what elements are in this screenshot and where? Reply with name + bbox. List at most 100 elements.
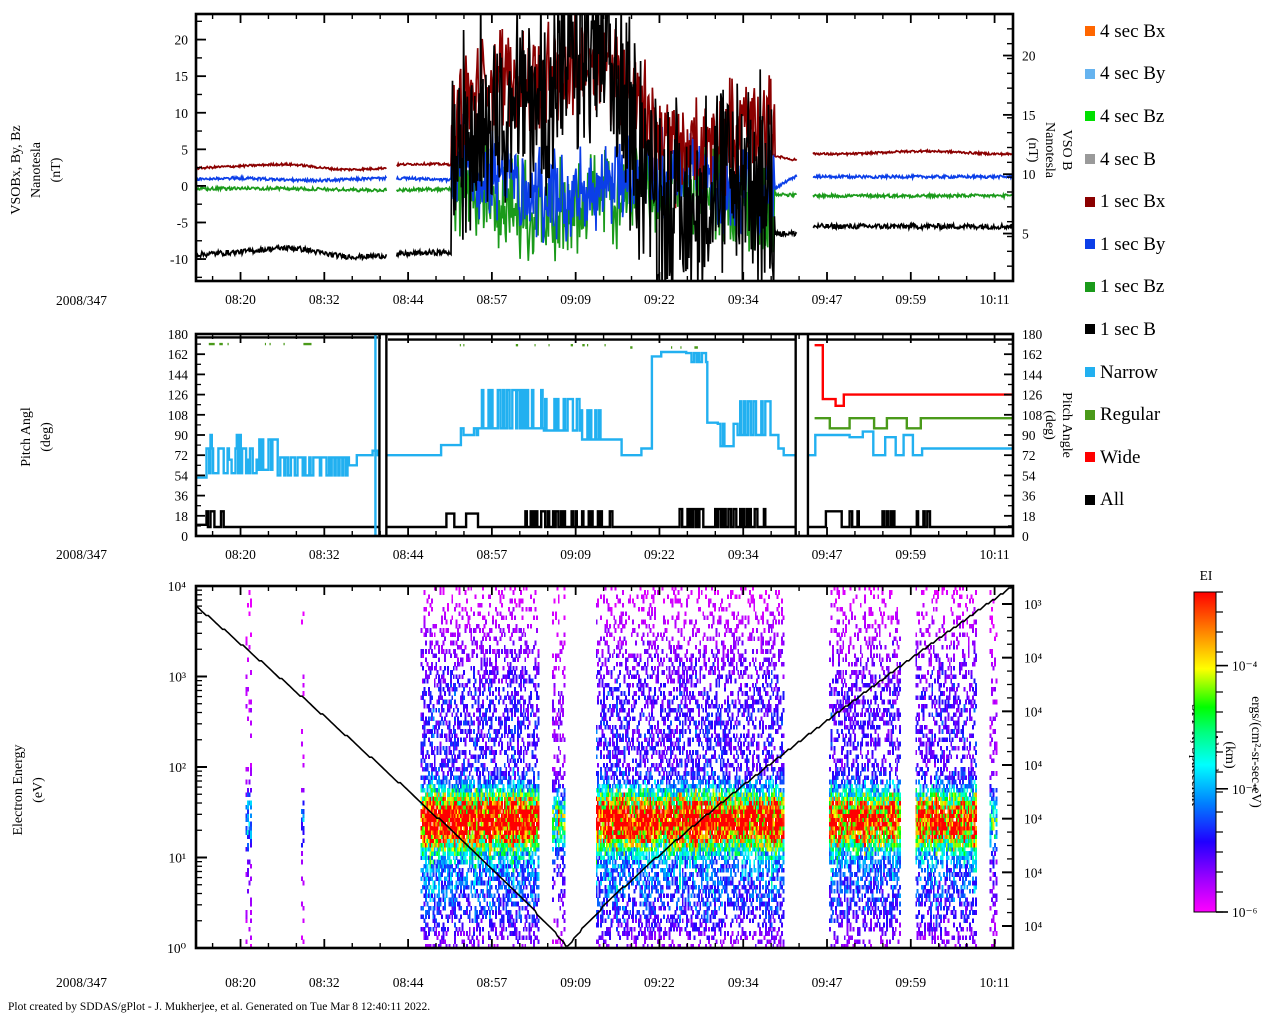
legend-item-7[interactable]: 1 sec B [1085,308,1275,351]
series-narrow [196,350,1013,479]
x-tick-label: 09:34 [728,547,759,562]
panel3-tick-labels: 10⁰ 10¹ 10² 10³ 10⁴ 10⁴ 10⁴ 10⁴ 10⁴ 10⁴ 10⁴ 10³ 08:2… [167,579,1042,990]
axis-titles: VSOBx, By, Bz Nanotesla (nT) VSO B Nanot… [9,122,1237,836]
y-tick-label-right: 126 [1022,388,1043,403]
y-tick-label: 54 [175,468,189,483]
legend-label: 1 sec Bx [1100,191,1166,213]
legend-item-1[interactable]: 4 sec By [1085,53,1275,96]
x-tick-label: 08:44 [393,292,424,307]
panel3-ylabel-line1: Electron Energy [11,744,26,835]
legend-swatch-icon [1085,196,1095,207]
x-tick-label: 09:47 [812,292,843,307]
legend-swatch-icon [1085,111,1095,122]
x-tick-label: 08:20 [225,547,256,562]
x-tick-label: 09:09 [560,547,591,562]
x-tick-label: 08:57 [476,547,507,562]
y-tick-label: 108 [168,408,189,423]
series-wide [814,344,1013,407]
y-tick-label: 10⁰ [167,941,187,956]
panel2-traces [196,334,1013,536]
x-tick-label: 08:57 [476,292,507,307]
panel1-ylabel-right-line1: VSO B [1059,130,1074,171]
y-tick-label-right: 10³ [1024,597,1042,612]
y-tick-label: 10 [175,106,189,121]
y-tick-label-right: 5 [1022,227,1029,242]
legend-item-4[interactable]: 1 sec Bx [1085,180,1275,223]
legend-label: All [1100,489,1125,511]
date-label-panel3: 2008/347 [56,975,107,990]
panel-electron-spectrogram: 10⁰ 10¹ 10² 10³ 10⁴ 10⁴ 10⁴ 10⁴ 10⁴ 10⁴ 10⁴ 10³ 08:2… [167,579,1042,990]
x-tick-label: 10:11 [979,975,1009,990]
legend-item-2[interactable]: 4 sec Bz [1085,95,1275,138]
panel3-ylabel-right-line3: (km) [1222,741,1237,769]
legend-item-5[interactable]: 1 sec By [1085,223,1275,266]
panel2-ylabel-right-line2: (deg) [1042,410,1057,440]
legend-item-6[interactable]: 1 sec Bz [1085,266,1275,309]
spacecraft-altitude-curve [196,586,1013,947]
x-tick-label: 08:57 [476,975,507,990]
legend-label: 1 sec By [1100,233,1166,255]
colorbar-gradient [1193,591,1217,913]
panel1-traces [196,14,1013,281]
legend-item-0[interactable]: 4 sec Bx [1085,10,1275,53]
legend-swatch-icon [1085,281,1095,292]
panel3-pixels [196,586,1013,948]
y-tick-label: 10¹ [168,851,186,866]
y-tick-label: 0 [181,529,188,544]
legend-label: 1 sec B [1100,318,1156,340]
y-tick-label-right: 0 [1022,529,1029,544]
x-tick-label: 09:59 [895,975,926,990]
legend-item-11[interactable]: All [1085,479,1275,522]
x-tick-label: 10:11 [979,547,1009,562]
y-tick-label: 126 [168,388,189,403]
legend-label: Wide [1100,446,1141,468]
y-tick-label-right: 10⁴ [1024,758,1043,773]
legend-label: 4 sec B [1100,148,1156,170]
y-tick-label-right: 162 [1022,347,1042,362]
y-tick-label: 10² [168,760,186,775]
y-tick-label-right: 18 [1022,509,1036,524]
x-tick-label: 09:34 [728,292,759,307]
panel2-tick-labels: 0 0 18 18 36 36 54 54 72 72 90 90 108 108 126 126 144 144… [168,327,1043,562]
legend-swatch-icon [1085,154,1095,165]
series-all-upper [196,336,1013,341]
y-tick-label: 162 [168,347,188,362]
series-all-lower [196,507,1013,529]
panel2-ticks [196,333,1013,537]
panel2-ylabel-line2: (deg) [39,422,54,452]
legend: 4 sec Bx 4 sec By 4 sec Bz 4 sec B 1 sec… [1085,10,1275,521]
colorbar-ticks [1216,591,1228,913]
legend-label: 4 sec Bx [1100,20,1166,42]
y-tick-label-right: 15 [1022,108,1036,123]
colorbar-tick-label: 10⁻⁴ [1232,659,1258,674]
y-tick-label: 180 [168,327,189,342]
x-tick-label: 09:22 [644,292,675,307]
legend-item-8[interactable]: Narrow [1085,351,1275,394]
colorbar-title: EI [1200,568,1213,583]
y-tick-label: 0 [181,179,188,194]
x-tick-label: 09:22 [644,547,675,562]
y-tick-label-right: 36 [1022,489,1036,504]
y-tick-label: 90 [175,428,189,443]
legend-item-3[interactable]: 4 sec B [1085,138,1275,181]
panel1-tick-labels: -10 -5 0 5 10 15 20 5 10 15 20 08:20 08:32 08:44 08:57… [170,33,1036,307]
date-label-panel1: 2008/347 [56,293,107,308]
date-label-panel2: 2008/347 [56,547,107,562]
y-tick-label: 10³ [168,670,186,685]
legend-item-10[interactable]: Wide [1085,436,1275,479]
y-tick-label-right: 10 [1022,167,1036,182]
x-tick-label: 08:44 [393,975,424,990]
footer-credit: Plot created by SDDAS/gPlot - J. Mukherj… [8,1001,431,1013]
x-tick-label: 08:20 [225,292,256,307]
series-regular [208,342,1013,430]
y-tick-label: 20 [175,33,189,48]
y-tick-label-right: 144 [1022,367,1043,382]
x-tick-label: 08:32 [309,547,340,562]
panel-pitch-angle: 0 0 18 18 36 36 54 54 72 72 90 90 108 108 126 126 144 144… [168,327,1043,562]
y-tick-label: 18 [175,509,189,524]
legend-item-9[interactable]: Regular [1085,393,1275,436]
x-tick-label: 09:59 [895,292,926,307]
colorbar: EI 10⁻⁶ 10⁻⁵ 10⁻⁴ ergs/(cm²-sr-sec-eV) [1193,568,1264,920]
